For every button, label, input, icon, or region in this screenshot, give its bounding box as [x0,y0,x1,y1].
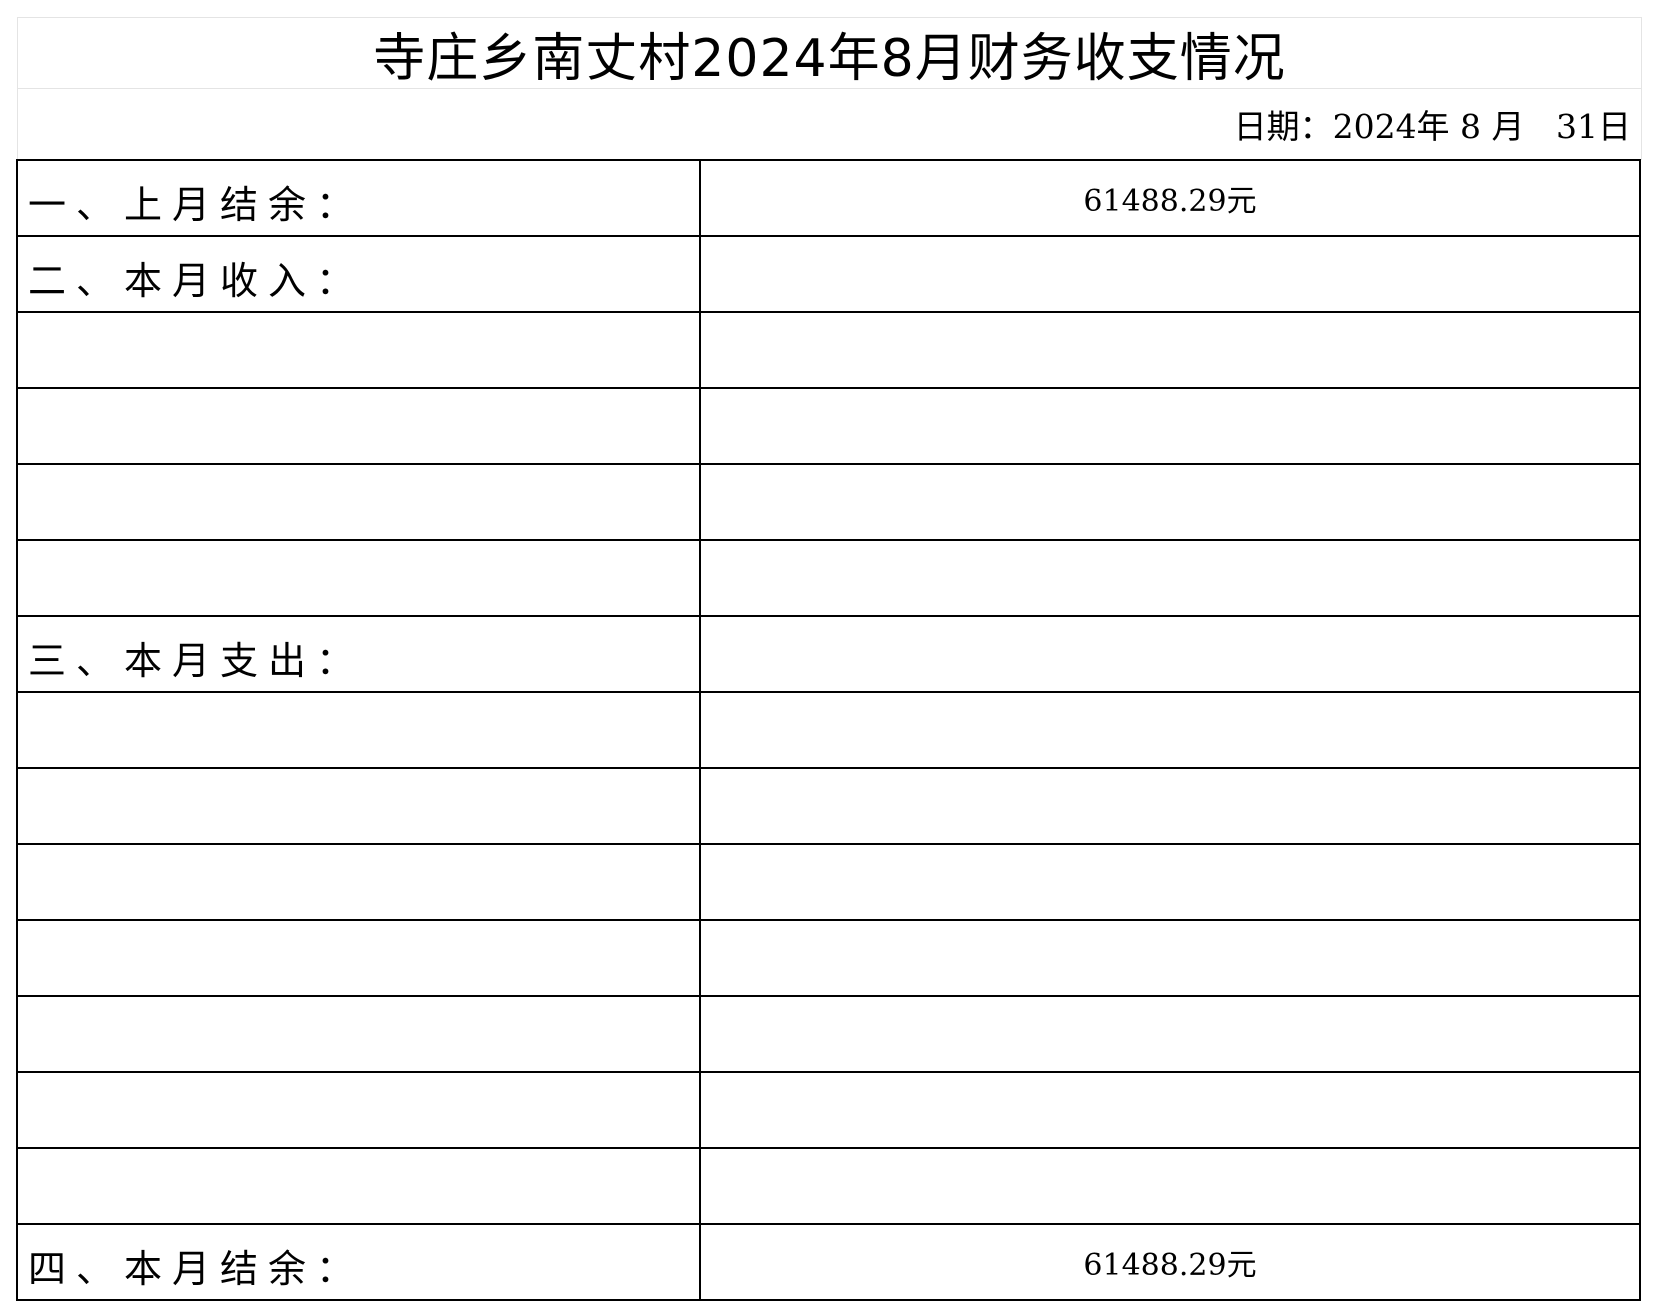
table-row [16,995,1641,1073]
row-value [699,387,1641,465]
row-label [16,1147,701,1225]
table-row [16,691,1641,769]
table-row: 四、本月结余： 61488.29元 [16,1223,1641,1301]
row-value [699,995,1641,1073]
title-row: 寺庄乡南丈村2024年8月财务收支情况 [17,17,1642,89]
table-row: 三、本月支出： [16,615,1641,693]
row-label [16,843,701,921]
date-row: 日期：2024年 8 月 31日 [17,88,1642,160]
row-label [16,387,701,465]
row-value [699,539,1641,617]
table-row [16,919,1641,997]
row-label: 一、上月结余： [16,159,701,237]
row-label: 三、本月支出： [16,615,701,693]
row-value [699,691,1641,769]
table-row [16,463,1641,541]
table-row [16,843,1641,921]
table-row [16,539,1641,617]
row-value [699,235,1641,313]
row-label [16,539,701,617]
row-label [16,311,701,389]
table-row: 二、本月收入： [16,235,1641,313]
row-label [16,1071,701,1149]
table-row [16,311,1641,389]
row-label [16,995,701,1073]
row-value [699,1147,1641,1225]
table-row [16,1071,1641,1149]
table-row [16,1147,1641,1225]
row-label [16,919,701,997]
row-label [16,767,701,845]
row-value [699,1071,1641,1149]
row-value: 61488.29元 [699,1223,1641,1301]
row-value: 61488.29元 [699,159,1641,237]
row-value [699,843,1641,921]
row-label [16,463,701,541]
report-date: 日期：2024年 8 月 31日 [1233,107,1631,146]
row-value [699,463,1641,541]
finance-table: 一、上月结余： 61488.29元 二、本月收入： 三、本月支出： 四、本月结余： 614… [16,159,1641,1301]
row-value [699,767,1641,845]
table-row [16,387,1641,465]
row-value [699,615,1641,693]
row-value [699,311,1641,389]
table-row [16,767,1641,845]
row-label: 二、本月收入： [16,235,701,313]
page-title: 寺庄乡南丈村2024年8月财务收支情况 [373,28,1286,89]
row-value [699,919,1641,997]
row-label [16,691,701,769]
table-row: 一、上月结余： 61488.29元 [16,159,1641,237]
row-label: 四、本月结余： [16,1223,701,1301]
